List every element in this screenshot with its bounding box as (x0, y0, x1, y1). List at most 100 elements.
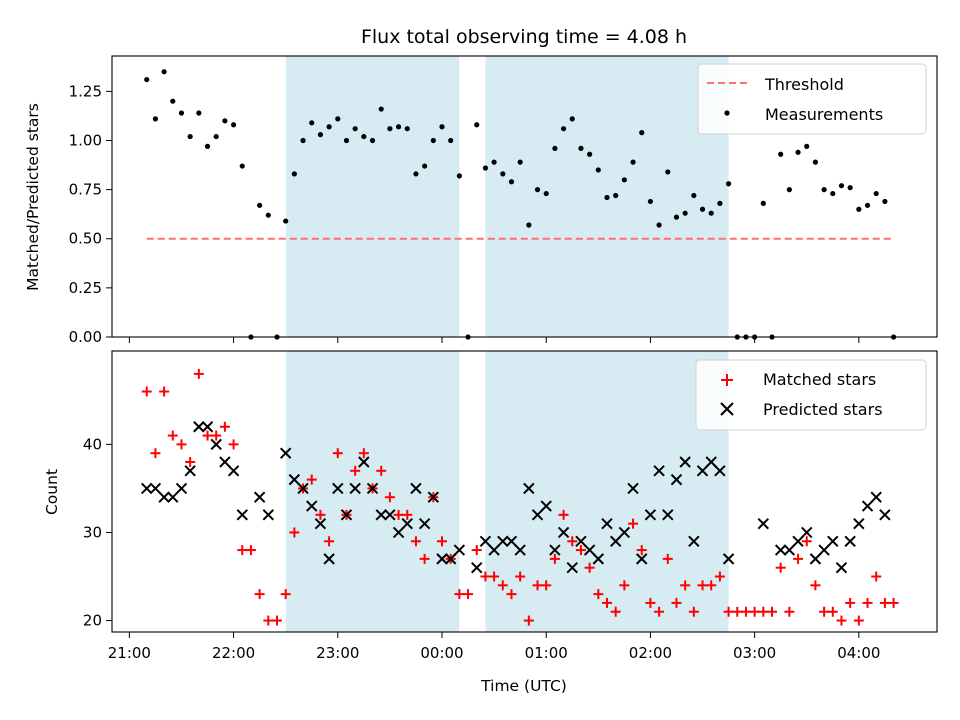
measurement-point (595, 167, 601, 173)
measurement-point (673, 214, 680, 220)
matched-point (532, 580, 543, 591)
matched-point (697, 580, 708, 591)
measurement-point (395, 124, 402, 130)
matched-point (332, 448, 343, 459)
measurement-point (778, 151, 784, 157)
measurement-point (239, 163, 245, 169)
predicted-point (314, 517, 327, 530)
predicted-point (722, 553, 735, 565)
x-tick-label: 01:00 (525, 644, 568, 662)
predicted-point (801, 526, 813, 539)
legend-measurements-label: Measurements (765, 105, 883, 124)
predicted-point (253, 491, 266, 503)
matched-point (376, 465, 387, 476)
matched-point (228, 439, 239, 450)
matched-point (784, 606, 795, 617)
predicted-point (514, 544, 526, 556)
predicted-point (375, 509, 387, 521)
matched-point (827, 606, 838, 617)
predicted-point (618, 526, 631, 539)
measurement-point (265, 212, 271, 218)
matched-point (523, 615, 534, 626)
predicted-point (262, 509, 275, 521)
bottom-plot-frame (111, 350, 938, 633)
matched-point (402, 509, 413, 520)
predicted-point (609, 535, 622, 547)
predicted-point (531, 509, 544, 521)
matched-point (358, 448, 369, 459)
matched-point (193, 368, 204, 379)
measurement-point (283, 218, 289, 224)
predicted-point (844, 535, 856, 547)
measurement-point (856, 206, 862, 212)
matched-point (280, 589, 291, 600)
matched-point (211, 430, 222, 441)
predicted-point (227, 465, 240, 477)
predicted-point (575, 535, 587, 547)
matched-point (879, 597, 890, 608)
matched-point (549, 553, 560, 564)
matched-point (219, 421, 230, 432)
predicted-point (827, 535, 839, 547)
matched-point (159, 386, 170, 397)
matched-point (723, 606, 734, 617)
predicted-point (549, 544, 561, 556)
legend-threshold-label: Threshold (764, 75, 844, 94)
matched-point (853, 615, 864, 626)
measurement-point (369, 137, 376, 144)
matched-point (176, 439, 187, 450)
measurement-point (291, 171, 297, 177)
predicted-point (592, 553, 605, 565)
measurement-point (335, 116, 341, 122)
predicted-point (705, 456, 717, 468)
measurement-point (222, 118, 228, 124)
x-axis-label: Time (UTC) (480, 677, 567, 695)
predicted-point (366, 482, 379, 495)
matched-point (150, 448, 161, 459)
predicted-point (401, 517, 413, 530)
matched-point (662, 553, 673, 564)
measurement-point (309, 120, 315, 126)
matched-point (437, 536, 447, 547)
measurement-point (378, 106, 384, 112)
measurement-point (830, 190, 836, 197)
top-y-tick-label: 0.00 (69, 328, 102, 346)
bottom-legend: Matched stars Predicted stars (695, 359, 927, 431)
measurement-point (300, 137, 306, 144)
matched-point (141, 386, 152, 397)
predicted-point (583, 544, 596, 556)
bottom-y-tick-label: 40 (83, 435, 102, 453)
predicted-point (427, 491, 440, 503)
measurement-point (560, 126, 567, 132)
measurement-point (361, 133, 367, 140)
measurement-point (708, 210, 714, 216)
top-shaded-interval (285, 56, 460, 337)
measurement-point (317, 132, 324, 138)
predicted-point (479, 535, 492, 547)
predicted-point (288, 473, 301, 486)
measurement-point (630, 159, 636, 165)
predicted-point (696, 465, 709, 477)
matched-point (506, 589, 517, 600)
x-tick-label: 02:00 (629, 644, 672, 662)
measurement-point (404, 126, 410, 132)
measurement-point (439, 124, 445, 130)
matched-point (289, 527, 300, 538)
measurement-point (543, 190, 549, 197)
measurement-point (422, 163, 428, 169)
legend-plus-marker-icon (721, 374, 733, 386)
matched-point (480, 571, 491, 582)
predicted-point (670, 473, 683, 486)
matched-point (767, 606, 777, 617)
predicted-point (332, 482, 344, 495)
predicted-point (540, 500, 552, 512)
predicted-point (349, 482, 361, 495)
bottom-shaded-interval (485, 351, 729, 632)
measurement-point (144, 76, 150, 83)
measurement-point (204, 143, 211, 149)
predicted-point (358, 456, 370, 468)
predicted-point (410, 482, 422, 495)
predicted-point (879, 509, 891, 521)
x-tick-label: 23:00 (316, 644, 359, 662)
